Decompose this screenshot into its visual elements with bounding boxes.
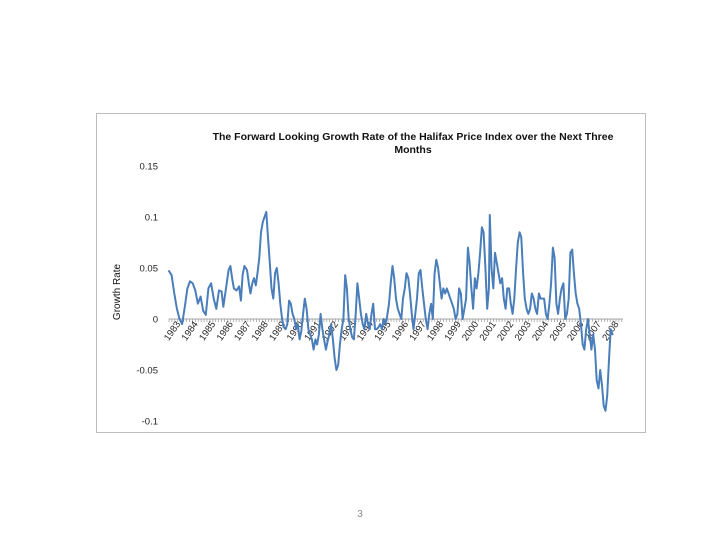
y-tick-label: 0.05 bbox=[140, 264, 159, 275]
x-tick-label: 1985 bbox=[197, 319, 218, 343]
x-tick-label: 2005 bbox=[548, 319, 569, 343]
x-tick-label: 1988 bbox=[250, 319, 271, 343]
x-tick-label: 2004 bbox=[530, 319, 551, 343]
y-tick-label: 0 bbox=[153, 315, 158, 326]
x-tick-label: 1996 bbox=[390, 319, 411, 343]
y-tick-label: -0.1 bbox=[142, 417, 158, 428]
chart-title-line-1: The Forward Looking Growth Rate of the H… bbox=[213, 131, 614, 143]
x-tick-label: 1999 bbox=[443, 319, 464, 343]
x-tick-label: 1986 bbox=[215, 319, 236, 343]
y-axis-ticks: 0.15 0.1 0.05 0 -0.05 -0.1 bbox=[136, 162, 158, 428]
y-tick-label: 0.15 bbox=[140, 162, 159, 173]
y-tick-label: 0.1 bbox=[145, 213, 158, 224]
chart-title-line-2: Months bbox=[394, 144, 431, 156]
x-tick-label: 2003 bbox=[513, 319, 534, 343]
x-tick-label: 2000 bbox=[460, 319, 481, 343]
chart-frame: The Forward Looking Growth Rate of the H… bbox=[96, 113, 646, 433]
series-group bbox=[168, 210, 614, 412]
x-tick-label: 2002 bbox=[495, 319, 516, 343]
x-tick-label: 1983 bbox=[162, 319, 183, 343]
line-chart: The Forward Looking Growth Rate of the H… bbox=[112, 131, 623, 428]
x-tick-label: 1989 bbox=[267, 319, 288, 343]
series-line bbox=[168, 210, 614, 412]
x-tick-label: 2001 bbox=[478, 319, 499, 343]
x-axis: 1983198419851986198719881989199019911992… bbox=[162, 318, 623, 343]
page-number: 3 bbox=[357, 509, 363, 520]
y-tick-label: -0.05 bbox=[136, 366, 158, 377]
x-tick-label: 1997 bbox=[407, 319, 428, 343]
x-tick-label: 1987 bbox=[232, 319, 253, 343]
y-axis-label: Growth Rate bbox=[112, 263, 123, 320]
